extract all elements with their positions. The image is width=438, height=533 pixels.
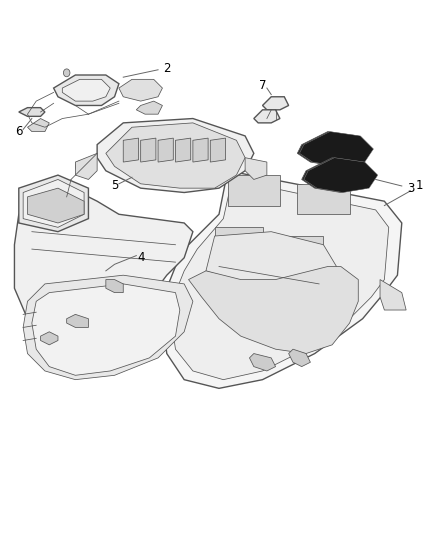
Ellipse shape [75,161,84,172]
Polygon shape [262,97,289,110]
Polygon shape [19,175,88,232]
Polygon shape [106,279,123,293]
Polygon shape [210,138,226,162]
Polygon shape [162,171,402,389]
Polygon shape [106,123,245,188]
Polygon shape [228,175,280,206]
Text: 7: 7 [259,79,266,92]
Polygon shape [193,138,208,162]
Polygon shape [123,138,138,162]
Text: 3: 3 [407,182,414,195]
Polygon shape [254,110,280,123]
Polygon shape [304,158,378,192]
Polygon shape [141,138,156,162]
Polygon shape [67,314,88,327]
Polygon shape [32,284,180,375]
Polygon shape [97,118,254,192]
Polygon shape [300,132,374,166]
Polygon shape [158,138,173,162]
Polygon shape [119,79,162,101]
Polygon shape [136,101,162,114]
Ellipse shape [64,69,70,77]
Polygon shape [188,266,358,353]
Text: 1: 1 [416,180,423,192]
Polygon shape [62,79,110,101]
Polygon shape [289,349,311,367]
Text: 2: 2 [163,62,170,75]
Polygon shape [14,192,193,353]
Polygon shape [302,158,376,192]
Polygon shape [215,228,262,254]
Polygon shape [53,75,119,106]
Polygon shape [41,332,58,345]
Text: 6: 6 [15,125,22,138]
Text: 4: 4 [137,251,145,264]
Ellipse shape [150,86,157,94]
Ellipse shape [250,165,258,176]
Polygon shape [75,154,97,180]
Text: 5: 5 [111,180,118,192]
Polygon shape [28,188,84,223]
Polygon shape [28,118,49,132]
Polygon shape [250,353,276,371]
Polygon shape [206,232,336,293]
Polygon shape [19,108,45,116]
Polygon shape [176,138,191,162]
Polygon shape [276,236,323,262]
Polygon shape [23,180,84,228]
Polygon shape [297,132,371,166]
Polygon shape [171,180,389,379]
Polygon shape [297,184,350,214]
Polygon shape [23,275,193,379]
Polygon shape [380,279,406,310]
Polygon shape [245,158,267,180]
